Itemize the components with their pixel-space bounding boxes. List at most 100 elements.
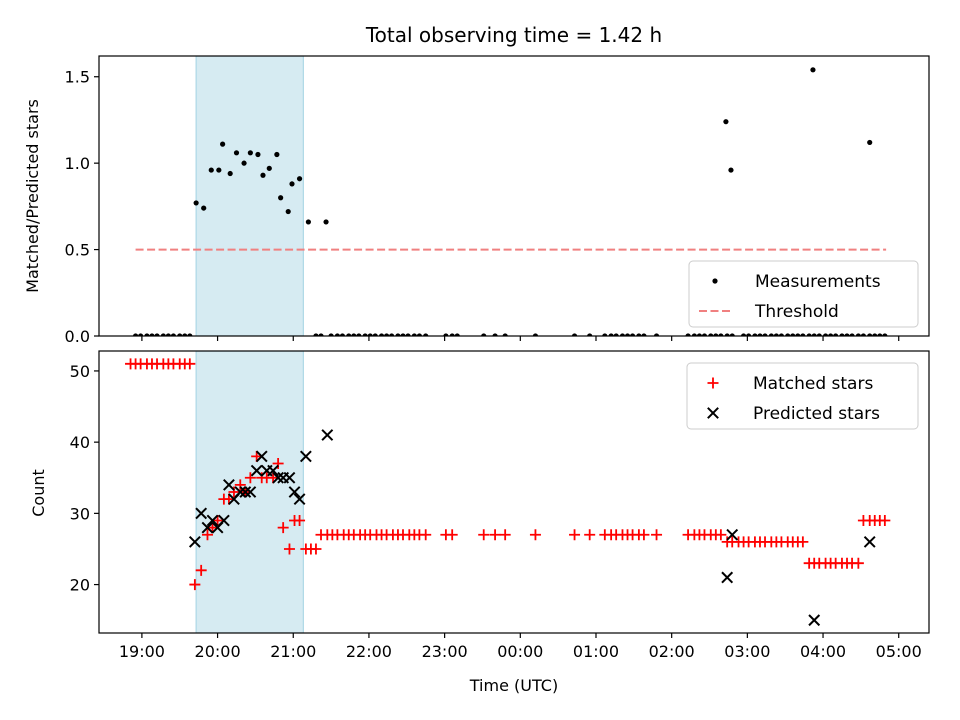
measurement-point	[778, 333, 785, 336]
predicted-star-point	[299, 450, 312, 463]
measurement-point	[132, 333, 139, 336]
measurement-point	[691, 333, 697, 336]
predicted-star-point	[188, 535, 201, 548]
matched-star-point	[420, 529, 432, 541]
measurement-point	[266, 165, 272, 171]
predicted-star-point	[321, 429, 334, 441]
measurement-point	[833, 333, 839, 336]
measurement-point	[208, 167, 214, 173]
predicted-star-point	[195, 507, 208, 520]
predicted-star-point	[223, 478, 235, 491]
measurement-point	[724, 333, 730, 336]
x-tick-label: 00:00	[497, 642, 543, 661]
measurement-point	[746, 333, 752, 336]
measurement-point	[154, 333, 160, 336]
measurement-point	[289, 181, 295, 187]
legend-box	[686, 362, 919, 430]
x-axis-label: Time (UTC)	[469, 676, 558, 695]
plot-area	[125, 351, 891, 633]
measurement-point	[811, 333, 817, 336]
measurement-point	[613, 333, 619, 336]
measurement-point	[867, 139, 873, 146]
matched-star-point	[234, 479, 246, 491]
measurement-point	[729, 333, 735, 336]
legend-label: Measurements	[755, 272, 881, 292]
matched-star-point	[651, 529, 663, 541]
measurement-point	[389, 333, 395, 336]
measurement-point	[653, 333, 660, 336]
measurement-point	[872, 333, 878, 336]
matched-star-point	[189, 579, 201, 591]
measurement-point	[149, 333, 155, 336]
legend: Matched stars Predicted stars	[686, 362, 919, 430]
predicted-star-point	[267, 464, 279, 477]
measurement-point	[587, 333, 593, 336]
y-tick-label: 1.5	[65, 68, 90, 87]
legend-marker-x	[707, 407, 719, 419]
matched-star-point	[201, 529, 213, 541]
legend-item: Matched stars	[707, 374, 873, 394]
measurement-point	[241, 160, 247, 166]
predicted-star-point	[808, 614, 821, 627]
measurement-point	[356, 333, 362, 336]
x-tick-label: 23:00	[422, 642, 468, 661]
legend: Measurements Threshold	[688, 260, 919, 328]
predicted-star-point	[244, 486, 257, 498]
predicted-star-point	[288, 486, 301, 498]
matched-star-point	[489, 529, 501, 541]
predicted-star-point	[293, 493, 306, 506]
measurement-point	[247, 150, 253, 156]
legend-item: Threshold	[699, 302, 839, 322]
measurement-point	[449, 333, 455, 336]
matched-star-point	[228, 486, 240, 498]
matched-star-point	[499, 529, 511, 541]
x-tick-label: 05:00	[876, 642, 922, 661]
predicted-star-point	[721, 571, 734, 584]
measurement-point	[492, 333, 498, 336]
measurement-point	[160, 333, 166, 336]
measurement-point	[532, 333, 539, 336]
measurement-point	[816, 333, 822, 336]
matched-star-point	[638, 529, 650, 541]
measurement-point	[296, 176, 303, 182]
measurement-point	[828, 333, 834, 336]
measurement-point	[367, 333, 373, 336]
predicted-star-point	[250, 464, 263, 477]
top-panel: 0.0 0.5 1.0 1.5 Measurements Threshold	[65, 55, 930, 346]
measurement-point	[278, 195, 284, 201]
bottom-panel: 20 30 40 50 19:00 20:00 21:00 22:00 23:00 00:00 01…	[70, 350, 930, 661]
measurement-point	[481, 333, 487, 336]
x-tick-label: 03:00	[724, 642, 770, 661]
measurement-point	[708, 333, 714, 336]
measurement-point	[187, 333, 193, 336]
measurement-point	[624, 333, 631, 336]
x-tick-label: 19:00	[119, 642, 165, 661]
measurement-point	[274, 151, 280, 158]
measurement-point	[372, 333, 378, 336]
chart-title: Total observing time = 1.42 h	[365, 23, 662, 47]
measurement-point	[696, 333, 703, 336]
measurement-point	[233, 150, 240, 156]
matched-star-point	[272, 458, 284, 470]
predicted-star-point	[283, 471, 296, 484]
matched-star-point	[529, 529, 541, 541]
top-y-axis-label: Matched/Predicted stars	[23, 99, 42, 293]
matched-star-point	[584, 529, 596, 541]
x-tick-label: 20:00	[195, 642, 241, 661]
bottom-y-axis-label: Count	[29, 469, 48, 517]
measurement-point	[641, 333, 647, 336]
matched-star-point	[446, 529, 458, 541]
y-tick-label: 0.0	[65, 327, 90, 346]
legend-marker-dot	[712, 278, 718, 284]
measurement-point	[822, 333, 829, 336]
measurement-point	[220, 141, 226, 147]
measurement-point	[285, 208, 291, 215]
predicted-star-point	[206, 514, 219, 527]
measurement-point	[740, 333, 747, 336]
y-tick-label: 20	[70, 576, 90, 595]
highlight-span	[195, 56, 304, 336]
matched-star-point	[715, 529, 727, 541]
matched-star-point	[852, 557, 864, 569]
measurement-point	[323, 219, 329, 225]
